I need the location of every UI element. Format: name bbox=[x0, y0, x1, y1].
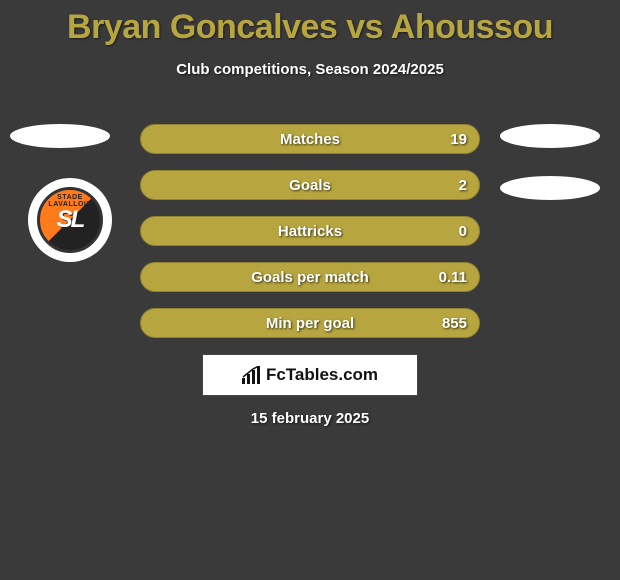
stat-bar-min-per-goal: Min per goal 855 bbox=[140, 308, 480, 338]
stat-label: Min per goal bbox=[266, 315, 354, 332]
club-badge-center: SL bbox=[57, 206, 84, 234]
stat-bar-hattricks: Hattricks 0 bbox=[140, 216, 480, 246]
club-badge-inner: STADE LAVALLOIS SL bbox=[37, 187, 103, 253]
brand-text: FcTables.com bbox=[266, 365, 378, 385]
stat-bar-goals: Goals 2 bbox=[140, 170, 480, 200]
date-text: 15 february 2025 bbox=[0, 410, 620, 427]
page-title: Bryan Goncalves vs Ahoussou bbox=[0, 0, 620, 47]
stat-value: 0 bbox=[459, 223, 467, 240]
stat-bar-matches: Matches 19 bbox=[140, 124, 480, 154]
stat-bars: Matches 19 Goals 2 Hattricks 0 Goals per… bbox=[140, 124, 480, 354]
player-left-oval bbox=[10, 124, 110, 148]
stat-label: Goals bbox=[289, 177, 331, 194]
player-right-oval-2 bbox=[500, 176, 600, 200]
club-badge: STADE LAVALLOIS SL bbox=[28, 178, 112, 262]
club-badge-top-text: STADE LAVALLOIS bbox=[40, 194, 100, 208]
chart-icon bbox=[242, 366, 262, 384]
player-right-oval bbox=[500, 124, 600, 148]
subtitle: Club competitions, Season 2024/2025 bbox=[0, 61, 620, 78]
stat-bar-goals-per-match: Goals per match 0.11 bbox=[140, 262, 480, 292]
stat-value: 855 bbox=[442, 315, 467, 332]
stat-label: Matches bbox=[280, 131, 340, 148]
stat-value: 2 bbox=[459, 177, 467, 194]
stat-label: Hattricks bbox=[278, 223, 342, 240]
stat-value: 19 bbox=[450, 131, 467, 148]
brand-box[interactable]: FcTables.com bbox=[202, 354, 418, 396]
stat-value: 0.11 bbox=[439, 269, 467, 286]
stat-label: Goals per match bbox=[251, 269, 369, 286]
